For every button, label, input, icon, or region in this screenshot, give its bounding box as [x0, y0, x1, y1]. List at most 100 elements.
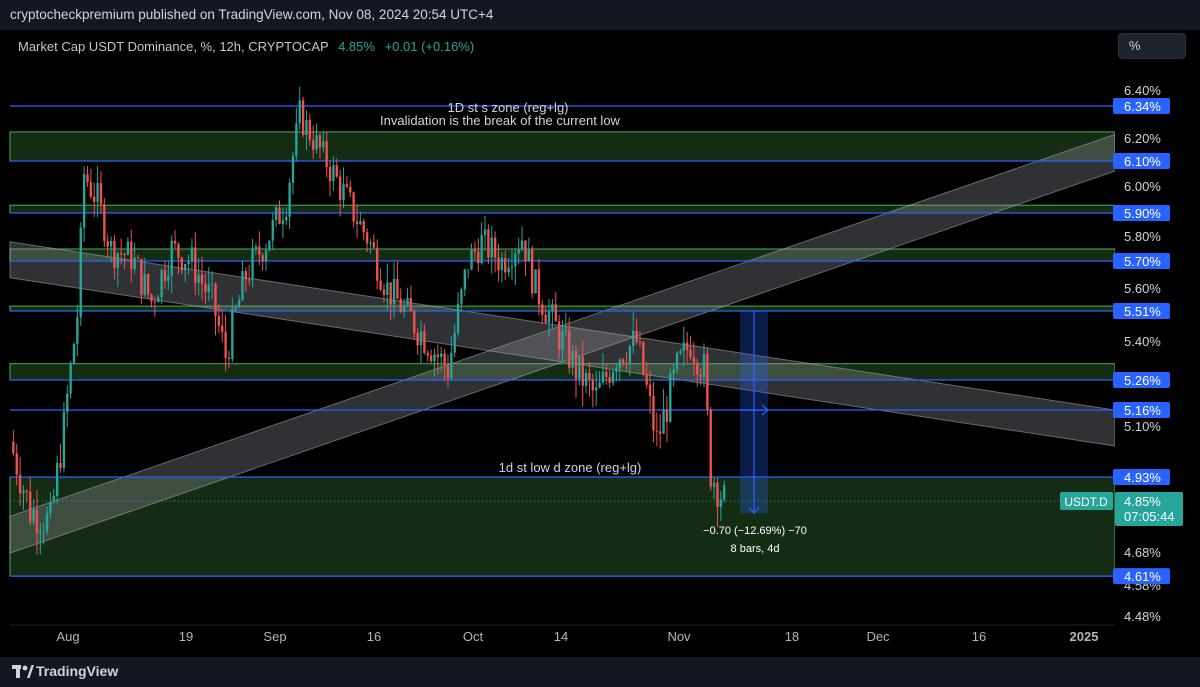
- x-tick-label: 2025: [1070, 629, 1099, 644]
- candle-body: [160, 270, 163, 298]
- candle-body: [204, 283, 207, 292]
- candle-body: [591, 379, 594, 391]
- candle-body: [669, 373, 672, 422]
- candle-body: [564, 330, 568, 332]
- candle-body: [349, 186, 352, 193]
- level-badge-label: 4.61%: [1124, 569, 1161, 584]
- last-price-symbol-badge: [1060, 492, 1113, 510]
- candle-body: [362, 221, 365, 233]
- candle-body: [126, 241, 130, 255]
- candle-body: [423, 331, 426, 354]
- candle-body: [12, 441, 15, 454]
- candle-body: [480, 235, 483, 264]
- candle-body: [130, 241, 133, 269]
- candle-body: [123, 254, 126, 256]
- candle-body: [588, 372, 591, 380]
- candle-body: [628, 346, 632, 365]
- candle-body: [702, 353, 706, 377]
- candle-body: [96, 182, 99, 202]
- candle-body: [200, 275, 204, 284]
- price-chart[interactable]: −0.70 (−12.69%) −70 8 bars, 4d 1D st s zo…: [0, 30, 1200, 657]
- candle-body: [45, 513, 49, 532]
- candle-body: [581, 356, 584, 386]
- candle-body: [460, 289, 463, 304]
- candle-body: [298, 100, 301, 124]
- candle-body: [507, 267, 510, 273]
- candle-body: [490, 237, 493, 258]
- y-tick-label: 4.48%: [1124, 609, 1161, 624]
- candle-body: [22, 490, 25, 494]
- candle-body: [248, 279, 251, 281]
- candle-body: [675, 353, 679, 370]
- candle-body: [146, 274, 150, 295]
- candle-body: [436, 354, 440, 358]
- candle-body: [510, 266, 514, 268]
- price-axis: [1115, 30, 1200, 657]
- candle-body: [258, 246, 261, 255]
- symbol-legend[interactable]: Market Cap USDT Dominance, %, 12h, CRYPT…: [18, 39, 474, 54]
- candle-body: [551, 304, 554, 312]
- candle-body: [315, 135, 318, 150]
- zone-3: [9, 305, 1116, 312]
- candle-body: [318, 135, 322, 148]
- chart-area[interactable]: −0.70 (−12.69%) −70 8 bars, 4d 1D st s zo…: [0, 30, 1200, 657]
- candle-body: [231, 308, 234, 360]
- level-badge-label: 5.70%: [1124, 254, 1161, 269]
- candle-body: [672, 369, 675, 374]
- candle-body: [133, 257, 136, 269]
- candle-body: [615, 368, 618, 373]
- level-badge-7: [1113, 469, 1170, 485]
- legend-last-value: 4.85%: [338, 39, 375, 54]
- candle-body: [52, 496, 55, 502]
- candle-body: [210, 283, 214, 285]
- candle-body: [601, 371, 605, 383]
- candle-body: [406, 298, 409, 305]
- candle-body: [520, 240, 524, 250]
- legend-symbol: Market Cap USDT Dominance, %, 12h, CRYPT…: [18, 39, 329, 54]
- level-badge-2: [1113, 205, 1170, 221]
- candle-body: [264, 250, 268, 261]
- percent-scale-button[interactable]: %: [1118, 33, 1186, 59]
- candle-body: [207, 284, 210, 292]
- candle-body: [483, 229, 487, 236]
- candle-body: [345, 184, 349, 187]
- candle-body: [652, 395, 655, 431]
- candle-body: [689, 349, 692, 358]
- y-tick-label: 6.20%: [1124, 131, 1161, 146]
- candle-body: [285, 216, 288, 221]
- footer-brand: TradingView: [36, 663, 119, 679]
- x-tick-label: 16: [972, 629, 986, 644]
- x-tick-label: Nov: [667, 629, 691, 644]
- candle-body: [82, 174, 86, 228]
- candle-body: [402, 304, 406, 312]
- upper-zone-label: 1D st s zone (reg+lg): [447, 100, 568, 115]
- candle-body: [645, 374, 648, 385]
- candle-body: [453, 332, 456, 353]
- candle-body: [55, 462, 59, 497]
- candle-body: [574, 351, 578, 379]
- level-badge-label: 5.26%: [1124, 373, 1161, 388]
- candle-body: [25, 490, 29, 492]
- candle-body: [301, 100, 305, 135]
- candle-body: [173, 240, 177, 244]
- candle-body: [288, 182, 291, 217]
- candle-body: [578, 356, 581, 379]
- candle-body: [541, 304, 544, 315]
- candle-body: [497, 257, 500, 271]
- level-badge-6: [1113, 402, 1170, 418]
- y-tick-label: 6.00%: [1124, 179, 1161, 194]
- last-price-value: 4.85%: [1124, 494, 1161, 509]
- candle-body: [15, 453, 18, 475]
- candle-body: [534, 269, 537, 294]
- candle-body: [709, 409, 712, 487]
- candle-body: [217, 316, 221, 326]
- candle-body: [416, 333, 419, 346]
- last-price-countdown: 07:05:44: [1124, 509, 1175, 524]
- zone-4: [9, 363, 1116, 381]
- candle-body: [618, 359, 621, 369]
- y-tick-label: 6.40%: [1124, 83, 1161, 98]
- candle-body: [187, 261, 190, 265]
- candle-body: [109, 241, 113, 247]
- candle-body: [386, 282, 389, 295]
- candle-body: [308, 119, 312, 141]
